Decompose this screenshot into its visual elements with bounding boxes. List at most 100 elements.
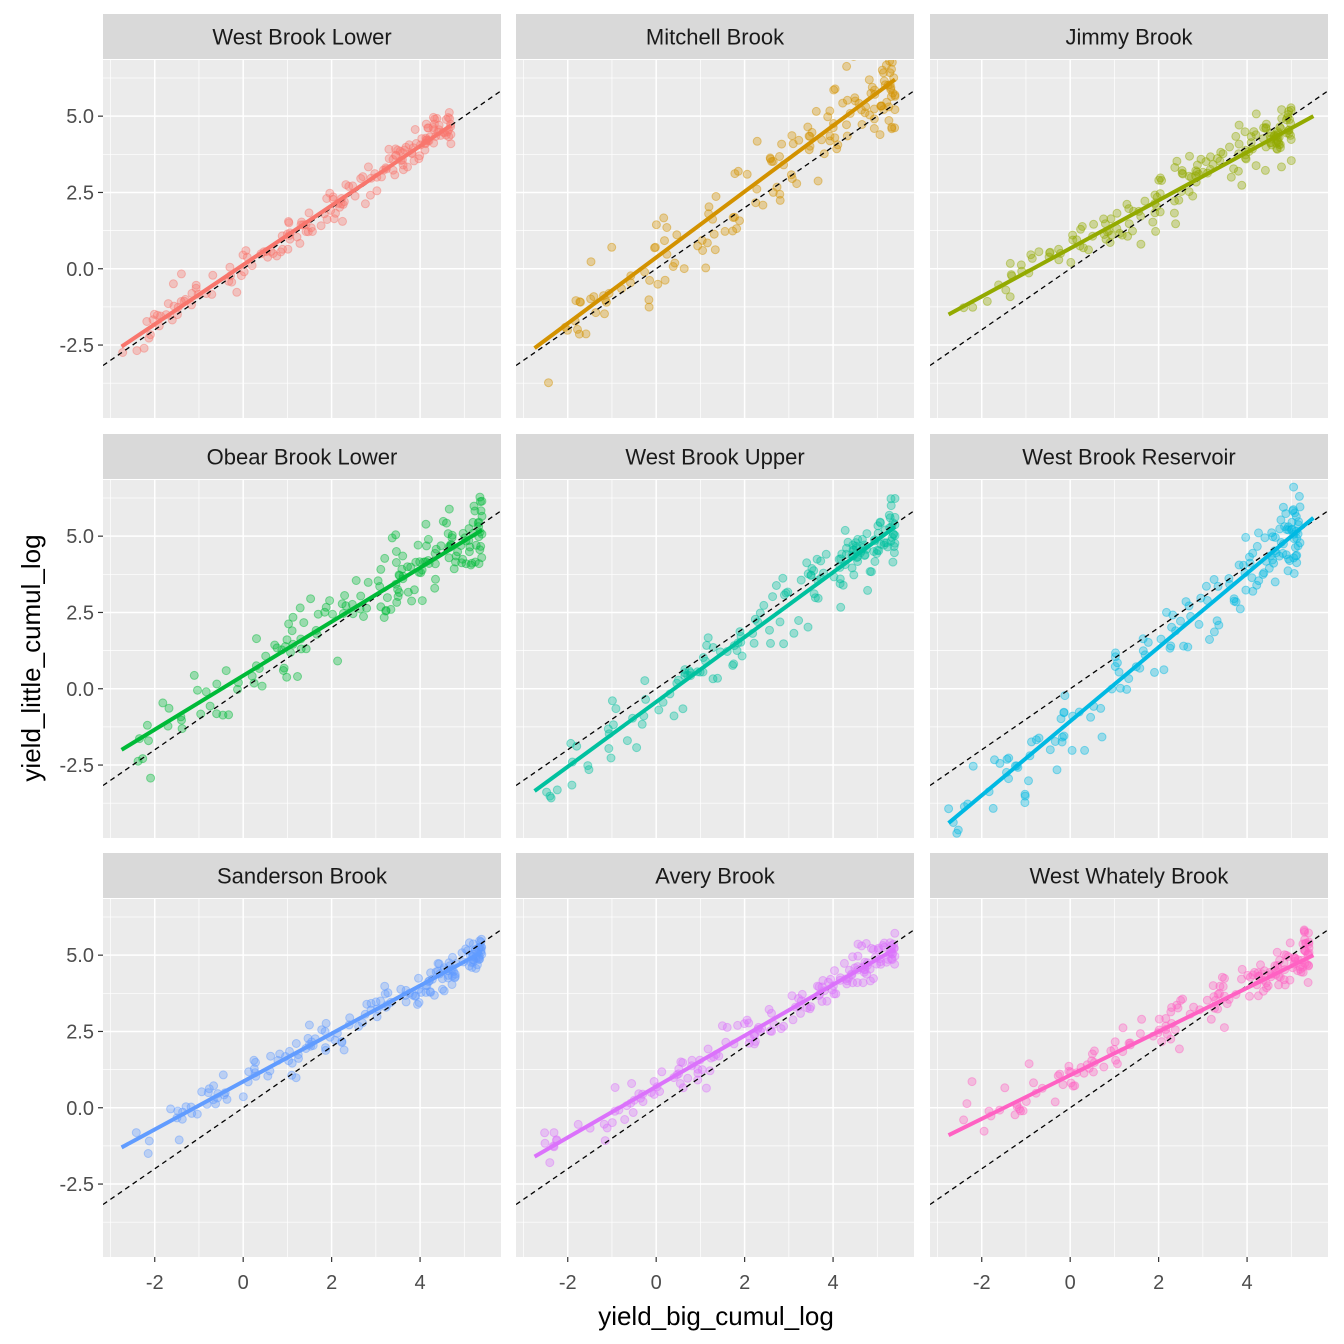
data-point: [1295, 502, 1305, 512]
data-point: [650, 242, 660, 252]
data-point: [1159, 665, 1169, 675]
data-point: [1189, 1002, 1199, 1012]
data-point: [697, 1065, 707, 1075]
data-point: [197, 1087, 207, 1097]
data-point: [1280, 522, 1290, 532]
data-point: [1188, 191, 1198, 201]
data-point: [693, 1064, 703, 1074]
y-tick-label: 5.0: [66, 945, 94, 967]
data-point: [1060, 691, 1070, 701]
data-point: [301, 227, 311, 237]
data-point: [1281, 509, 1291, 519]
data-point: [775, 617, 785, 627]
y-tick-label: -2.5: [60, 335, 94, 357]
data-point: [889, 542, 899, 551]
regression-line: [947, 516, 1315, 825]
data-point: [1010, 1110, 1020, 1120]
data-point: [882, 538, 891, 548]
data-point: [1128, 226, 1137, 236]
data-point: [1084, 245, 1093, 255]
data-point: [872, 545, 882, 555]
data-point: [860, 108, 870, 118]
data-point: [766, 154, 775, 164]
data-point: [1056, 714, 1066, 724]
data-point: [683, 1073, 693, 1083]
data-point: [720, 226, 730, 236]
x-tick-label: 0: [1065, 1272, 1076, 1294]
data-point: [393, 592, 403, 601]
data-point: [1066, 1078, 1076, 1088]
data-point: [1001, 285, 1011, 295]
data-point: [275, 1049, 285, 1059]
data-point: [384, 154, 394, 164]
data-point: [628, 1108, 638, 1117]
data-point: [979, 1126, 989, 1136]
data-point: [434, 959, 444, 969]
data-point: [1112, 208, 1122, 218]
data-point: [1154, 175, 1164, 185]
data-point: [168, 279, 178, 289]
data-point: [879, 68, 888, 78]
data-point: [1286, 156, 1296, 166]
y-tick-label: 2.5: [66, 1021, 94, 1043]
data-point: [430, 583, 440, 593]
x-tick-label: 0: [651, 1272, 662, 1294]
data-point: [853, 534, 863, 544]
data-point: [660, 236, 669, 246]
data-point: [1249, 127, 1259, 137]
data-point: [813, 176, 823, 186]
data-point: [1099, 1062, 1109, 1072]
data-point: [829, 989, 839, 999]
data-point: [812, 554, 822, 564]
data-point: [1293, 541, 1303, 551]
facet-title: West Brook Lower: [212, 25, 391, 50]
data-point: [825, 106, 835, 116]
data-point: [1275, 122, 1285, 132]
data-point: [268, 249, 278, 258]
data-point: [600, 309, 609, 319]
facet-panel: Jimmy Brook: [930, 14, 1328, 418]
data-point: [1304, 928, 1313, 938]
data-point: [447, 980, 457, 989]
data-point: [1282, 525, 1292, 534]
data-point: [752, 136, 762, 146]
data-point: [1288, 505, 1298, 515]
data-point: [391, 530, 401, 540]
data-point: [668, 262, 678, 271]
data-point: [1155, 173, 1165, 183]
facet-title: Sanderson Brook: [217, 864, 388, 889]
data-point: [771, 581, 781, 590]
data-point: [276, 247, 286, 257]
data-point: [733, 1020, 743, 1030]
x-axis-label: yield_big_cumul_log: [598, 1301, 834, 1331]
data-point: [1292, 550, 1302, 560]
data-point: [1283, 113, 1292, 123]
x-tick-label: 2: [1153, 1272, 1164, 1294]
data-point: [428, 112, 438, 122]
data-point: [1304, 943, 1314, 953]
data-point: [1261, 124, 1271, 133]
data-point: [552, 785, 562, 795]
data-point: [1262, 983, 1271, 993]
data-point: [447, 971, 457, 981]
data-point: [1215, 988, 1224, 998]
data-point: [1192, 167, 1202, 177]
facet-panel: West Whately Brook -2 0 2 4: [930, 853, 1328, 1294]
data-point: [1218, 149, 1228, 159]
data-point: [886, 84, 896, 94]
data-point: [1248, 548, 1258, 558]
data-point: [1229, 596, 1239, 606]
data-point: [651, 220, 661, 230]
x-tick-label: -2: [559, 1272, 577, 1294]
data-point: [441, 115, 451, 124]
data-point: [444, 132, 454, 142]
data-point: [789, 628, 799, 638]
data-point: [465, 542, 475, 552]
data-point: [698, 653, 708, 662]
data-point: [1020, 789, 1030, 799]
data-point: [380, 553, 390, 563]
data-point: [1024, 776, 1033, 786]
data-point: [852, 978, 862, 988]
data-point: [669, 711, 679, 721]
data-point: [842, 543, 851, 553]
